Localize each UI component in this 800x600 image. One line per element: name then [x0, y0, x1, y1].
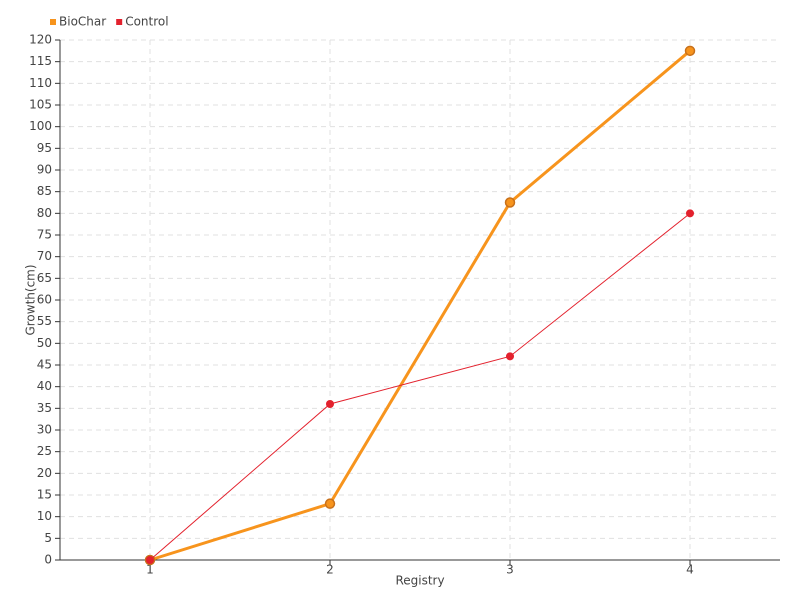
legend-label: Control	[125, 15, 168, 29]
y-tick-label: 35	[37, 401, 52, 415]
x-tick-label: 1	[146, 563, 154, 577]
y-tick-label: 25	[37, 444, 52, 458]
y-tick-label: 55	[37, 314, 52, 328]
y-tick-label: 65	[37, 271, 52, 285]
y-tick-label: 95	[37, 141, 52, 155]
series-line	[149, 49, 691, 562]
y-tick-label: 105	[29, 98, 52, 112]
legend-swatch	[116, 19, 123, 25]
legend-swatch	[50, 19, 56, 25]
y-tick-label: 80	[37, 206, 52, 220]
point	[504, 197, 516, 208]
x-tick-label: 4	[686, 563, 694, 577]
y-tick-label: 115	[29, 54, 52, 68]
point	[324, 498, 336, 509]
y-tick-label: 40	[37, 379, 52, 393]
y-tick-label: 75	[37, 228, 52, 242]
point	[146, 556, 154, 564]
x-axis-title: Registry	[395, 574, 444, 588]
y-tick-label: 60	[37, 293, 52, 307]
y-tick-label: 0	[44, 553, 52, 567]
series-line	[149, 212, 691, 561]
y-tick-label: 15	[37, 488, 52, 502]
y-tick-label: 45	[37, 358, 52, 372]
x-tick-label: 2	[326, 563, 334, 577]
y-tick-label: 50	[37, 336, 52, 350]
point	[684, 45, 696, 57]
point	[326, 400, 334, 408]
x-tick-label: 3	[506, 563, 514, 577]
y-tick-label: 30	[37, 423, 52, 437]
y-tick-label: 90	[37, 163, 52, 177]
point	[506, 352, 514, 361]
y-tick-label: 120	[29, 33, 52, 47]
y-tick-label: 85	[37, 184, 52, 198]
y-tick-label: 10	[37, 509, 52, 523]
y-tick-label: 100	[29, 119, 52, 133]
y-axis-title: Growth(cm)	[24, 264, 38, 335]
y-tick-label: 5	[44, 531, 52, 545]
point	[686, 209, 694, 218]
legend-label: BioChar	[59, 15, 106, 29]
y-tick-label: 110	[29, 76, 52, 90]
y-tick-label: 20	[37, 466, 52, 480]
y-tick-label: 70	[37, 249, 52, 263]
